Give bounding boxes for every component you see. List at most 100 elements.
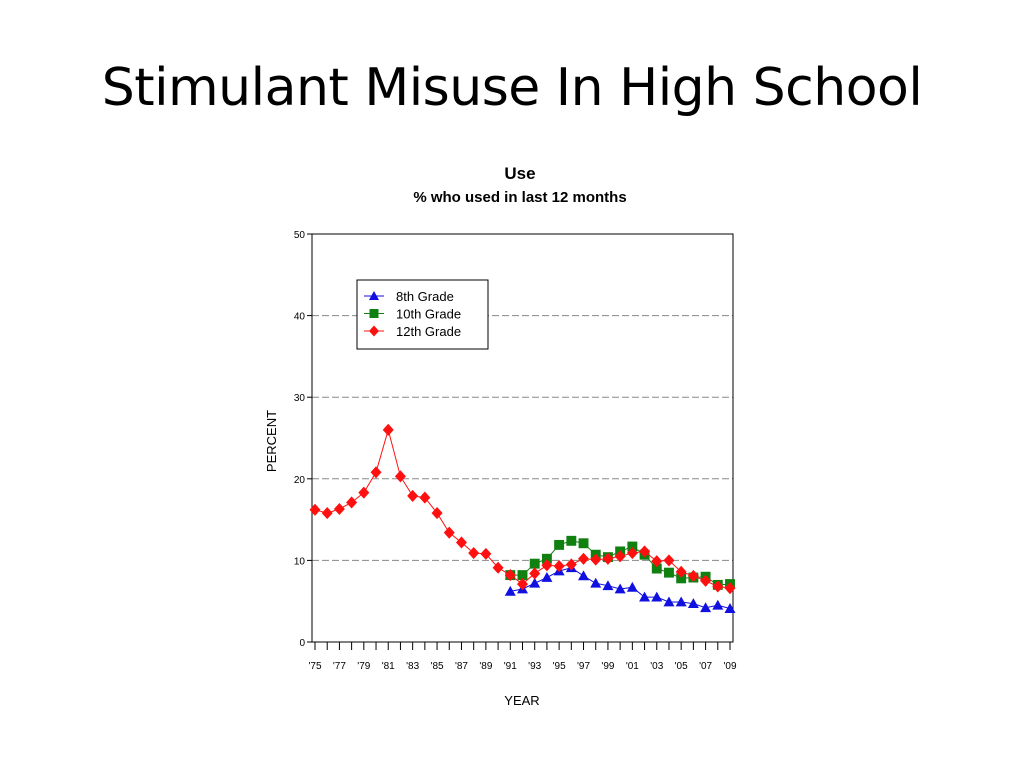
data-point-12th-grade: [541, 559, 553, 572]
data-point-8th-grade: [675, 596, 687, 607]
data-point-10th-grade: [529, 558, 540, 569]
legend-marker-12th-grade: [369, 325, 379, 337]
data-point-12th-grade: [517, 578, 528, 591]
data-point-12th-grade: [394, 470, 406, 483]
data-point-8th-grade: [578, 570, 590, 581]
data-point-12th-grade: [675, 565, 687, 578]
data-point-10th-grade: [578, 538, 589, 549]
data-point-8th-grade: [602, 580, 614, 591]
data-point-8th-grade: [504, 585, 516, 596]
data-point-12th-grade: [639, 545, 651, 558]
x-tick-label: '97: [577, 661, 590, 672]
data-point-8th-grade: [700, 602, 712, 613]
data-point-12th-grade: [724, 582, 736, 595]
data-point-8th-grade: [639, 591, 651, 602]
data-point-12th-grade: [321, 507, 333, 520]
data-point-10th-grade: [676, 573, 687, 584]
data-point-12th-grade: [480, 547, 492, 560]
series-10th-grade: [505, 535, 735, 590]
x-tick-label: '99: [601, 661, 614, 672]
legend-marker-8th-grade: [369, 291, 379, 300]
x-tick-label: '81: [382, 661, 395, 672]
data-point-8th-grade: [687, 598, 699, 609]
x-tick-label: '07: [699, 661, 712, 672]
data-point-12th-grade: [358, 486, 370, 499]
x-tick-label: '75: [308, 661, 321, 672]
y-tick-label: 50: [294, 230, 306, 241]
data-point-10th-grade: [541, 553, 552, 564]
x-tick-label: '79: [357, 661, 370, 672]
data-point-8th-grade: [614, 583, 626, 594]
y-tick-label: 40: [294, 312, 306, 323]
x-tick-label: '09: [723, 661, 736, 672]
slide-title: Stimulant Misuse In High School: [101, 58, 923, 118]
y-tick-label: 10: [294, 556, 306, 567]
x-tick-label: '01: [626, 661, 639, 672]
data-point-12th-grade: [614, 550, 626, 563]
data-point-10th-grade: [627, 541, 638, 552]
grid-lines: [312, 315, 733, 561]
y-tick-label: 0: [299, 638, 305, 649]
data-point-12th-grade: [687, 569, 699, 582]
data-point-12th-grade: [455, 536, 467, 549]
legend-marker-10th-grade: [369, 309, 379, 318]
data-point-8th-grade: [712, 599, 724, 610]
data-point-12th-grade: [443, 526, 455, 539]
axes: 0 10 20 30 40 50 '75 '77 '79 '81 '83 '85 '87 '89 '91 '9…: [294, 230, 737, 672]
data-point-8th-grade: [529, 577, 541, 588]
y-tick-label: 20: [294, 475, 306, 486]
legend-box: [356, 279, 489, 350]
legend-label: 8th Grade: [396, 289, 454, 304]
legend-label: 10th Grade: [396, 307, 461, 322]
y-axis-label: PERCENT: [264, 410, 279, 472]
x-axis-label: YEAR: [504, 693, 539, 708]
x-tick-label: '87: [455, 661, 468, 672]
data-point-12th-grade: [651, 555, 663, 568]
data-point-12th-grade: [504, 569, 516, 582]
data-point-10th-grade: [651, 563, 662, 574]
x-tick-label: '91: [504, 661, 517, 672]
data-point-12th-grade: [468, 547, 480, 560]
data-point-8th-grade: [651, 591, 663, 602]
series: [309, 423, 736, 613]
data-point-12th-grade: [419, 491, 431, 504]
x-tick-label: '95: [553, 661, 566, 672]
data-point-10th-grade: [517, 570, 528, 581]
x-tick-label: '03: [650, 661, 663, 672]
x-tick-label: '05: [675, 661, 688, 672]
data-point-12th-grade: [370, 466, 382, 479]
data-point-12th-grade: [309, 503, 321, 516]
data-point-12th-grade: [407, 489, 419, 502]
data-point-12th-grade: [382, 423, 394, 436]
chart-title: Use: [504, 164, 535, 183]
legend: 8th Grade 10th Grade 12th Grade: [356, 279, 489, 350]
data-point-12th-grade: [712, 580, 724, 593]
data-point-12th-grade: [529, 567, 541, 580]
data-point-10th-grade: [664, 567, 674, 578]
x-tick-label: '83: [406, 661, 419, 672]
data-point-8th-grade: [590, 577, 602, 588]
data-point-12th-grade: [626, 547, 638, 560]
data-point-12th-grade: [333, 502, 345, 516]
x-tick-label: '85: [431, 661, 444, 672]
legend-item-12th-grade: 12th Grade: [364, 324, 461, 339]
data-point-8th-grade: [541, 572, 553, 582]
data-point-12th-grade: [590, 553, 602, 566]
data-point-12th-grade: [553, 560, 565, 573]
data-point-12th-grade: [700, 574, 712, 587]
legend-item-8th-grade: 8th Grade: [364, 289, 454, 304]
x-tick-label: '89: [479, 661, 492, 672]
data-point-10th-grade: [566, 535, 577, 546]
data-point-12th-grade: [346, 496, 358, 509]
data-point-10th-grade: [554, 539, 565, 550]
data-point-12th-grade: [602, 552, 614, 565]
data-point-12th-grade: [578, 552, 590, 565]
data-point-12th-grade: [492, 561, 504, 574]
chart-subtitle: % who used in last 12 months: [413, 189, 626, 206]
x-tick-label: '77: [333, 661, 346, 672]
data-point-12th-grade: [565, 558, 577, 571]
y-tick-label: 30: [294, 393, 306, 404]
data-point-12th-grade: [663, 554, 675, 567]
legend-item-10th-grade: 10th Grade: [364, 307, 461, 322]
